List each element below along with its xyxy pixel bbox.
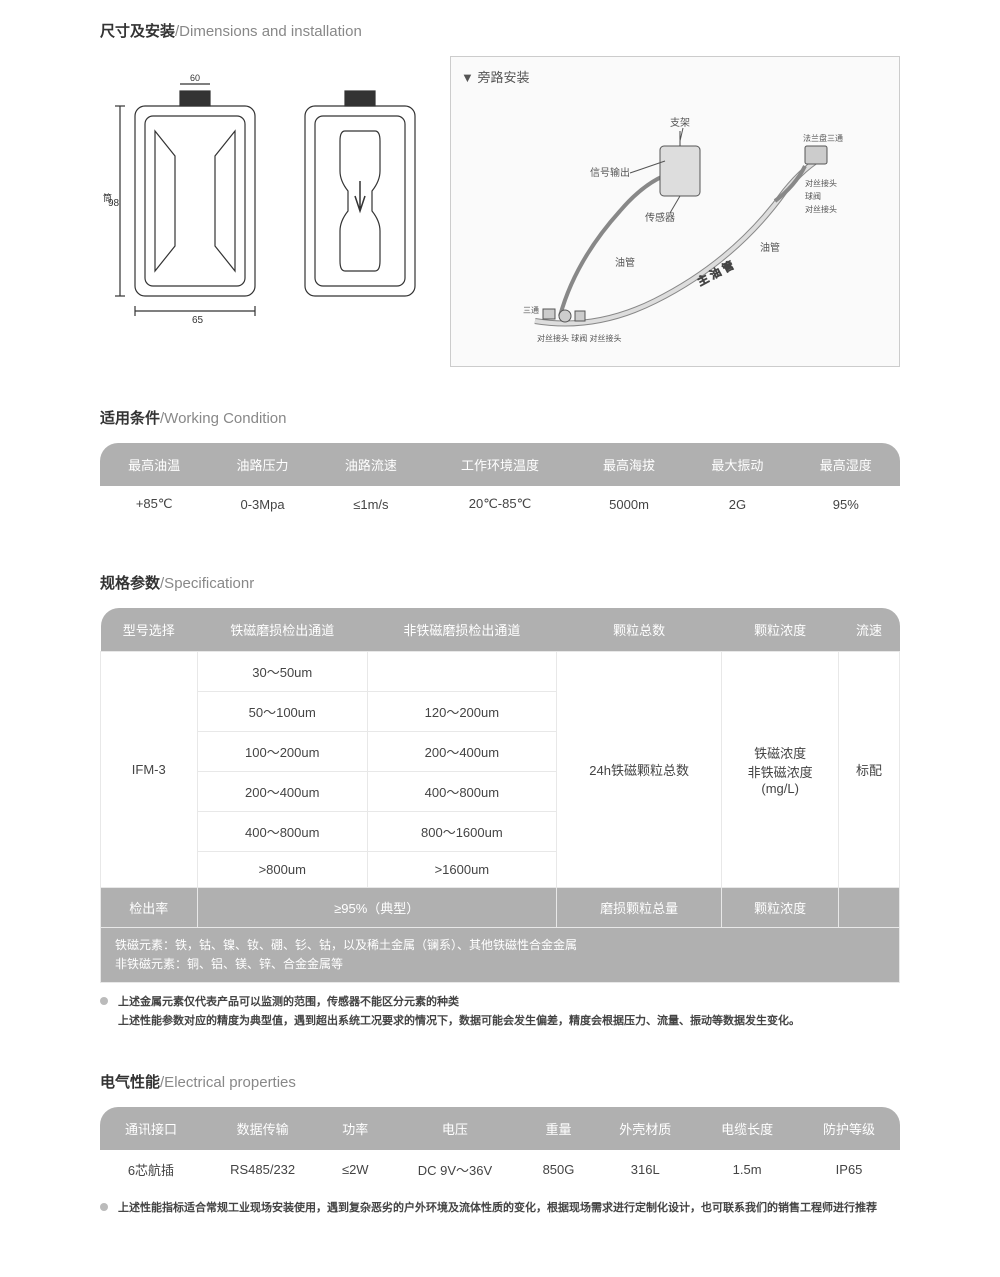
svg-text:60: 60 [190,73,200,83]
rate-label: 检出率 [101,888,198,928]
front-view-diagram: 65 98 筒 60 [100,56,270,326]
electrical-footnote: 上述性能指标适合常规工业现场安装使用，遇到复杂恶劣的户外环境及流体性质的变化，根… [100,1199,900,1218]
table-cell: 800～1600um [367,812,556,852]
svg-text:法兰盘三通: 法兰盘三通 [803,133,843,143]
table-header: 通讯接口 [100,1107,202,1150]
table-cell: 0-3Mpa [208,486,316,522]
table-cell: >800um [197,852,367,888]
section-title-spec: 规格参数/Specificationr [100,572,900,593]
table-header: 功率 [323,1107,387,1150]
table-cell: 24h铁磁颗粒总数 [556,652,722,888]
table-header: 防护等级 [798,1107,900,1150]
svg-text:65: 65 [192,315,204,326]
svg-text:球阀: 球阀 [805,191,821,201]
bullet-icon [100,1203,108,1211]
table-cell: 2G [683,486,791,522]
table-cell: DC 9V～36V [387,1150,522,1189]
table-header: 铁磁磨损检出通道 [197,608,367,652]
table-cell: 120～200um [367,692,556,732]
electrical-table: 通讯接口 数据传输 功率 电压 重量 外壳材质 电缆长度 防护等级 6芯航插 R… [100,1107,900,1189]
install-diagram-box: ▼ 旁路安装 主 油 管 支架 [450,56,900,367]
table-header: 颗粒浓度 [722,608,838,652]
table-cell: 400～800um [197,812,367,852]
table-cell: 20℃-85℃ [425,486,575,522]
title-zh: 尺寸及安装 [100,23,175,40]
diagrams-row: 65 98 筒 60 ▼ 旁路安装 主 油 管 [100,56,900,367]
table-header: 最大振动 [683,443,791,486]
table-header: 重量 [523,1107,595,1150]
install-title: ▼ 旁路安装 [461,67,889,86]
table-header: 油路流速 [317,443,425,486]
svg-text:油管: 油管 [760,241,780,254]
table-cell: 铁磁浓度 非铁磁浓度 (mg/L) [722,652,838,888]
table-header: 最高油温 [100,443,208,486]
table-header: 数据传输 [202,1107,323,1150]
elements-note: 铁磁元素：铁，钴、镍、钕、硼、钐、钴，以及稀土金属（镧系）、其他铁磁性合金金属 … [101,928,900,983]
table-cell: ≤2W [323,1150,387,1189]
table-header: 型号选择 [101,608,198,652]
table-header: 油路压力 [208,443,316,486]
table-cell: 100～200um [197,732,367,772]
table-header: 最高海拔 [575,443,683,486]
table-header: 颗粒总数 [556,608,722,652]
table-header: 流速 [838,608,899,652]
table-cell: IP65 [798,1150,900,1189]
table-cell [367,652,556,692]
svg-text:对丝接头: 对丝接头 [805,204,837,214]
install-diagram: 主 油 管 支架 信号输出 传感器 油 [461,91,889,351]
model-cell: IFM-3 [101,652,198,888]
section-title-electrical: 电气性能/Electrical properties [100,1071,900,1092]
section-title-dimensions: 尺寸及安装/Dimensions and installation [100,20,900,41]
footnote-text: 上述性能指标适合常规工业现场安装使用，遇到复杂恶劣的户外环境及流体性质的变化，根… [118,1199,877,1218]
title-en: /Electrical properties [160,1074,296,1091]
table-cell: 1.5m [696,1150,798,1189]
empty-cell [838,888,899,928]
title-en: /Dimensions and installation [175,23,362,40]
svg-text:信号输出: 信号输出 [590,166,630,179]
table-cell: 400～800um [367,772,556,812]
table-header: 最高湿度 [792,443,900,486]
table-header: 电缆长度 [696,1107,798,1150]
table-cell: 标配 [838,652,899,888]
rate-value: ≥95%（典型） [197,888,556,928]
title-en: /Working Condition [160,410,286,427]
title-zh: 规格参数 [100,575,160,592]
title-zh: 适用条件 [100,410,160,427]
table-cell: 95% [792,486,900,522]
table-cell: RS485/232 [202,1150,323,1189]
svg-text:三通: 三通 [523,305,539,315]
svg-text:对丝接头: 对丝接头 [805,178,837,188]
spec-table: 型号选择 铁磁磨损检出通道 非铁磁磨损检出通道 颗粒总数 颗粒浓度 流速 IFM… [100,608,900,983]
title-en: /Specificationr [160,575,254,592]
table-header: 工作环境温度 [425,443,575,486]
wear-conc: 颗粒浓度 [722,888,838,928]
svg-text:支架: 支架 [670,117,690,129]
table-cell: 30～50um [197,652,367,692]
table-cell: 50～100um [197,692,367,732]
table-cell: 5000m [575,486,683,522]
svg-text:筒: 筒 [103,192,112,203]
bullet-icon [100,997,108,1005]
table-header: 电压 [387,1107,522,1150]
table-header: 非铁磁磨损检出通道 [367,608,556,652]
table-cell: 6芯航插 [100,1150,202,1189]
title-zh: 电气性能 [100,1074,160,1091]
table-cell: 850G [523,1150,595,1189]
wear-total: 磨损颗粒总量 [556,888,722,928]
side-view-diagram [290,56,430,326]
table-cell: >1600um [367,852,556,888]
table-cell: ≤1m/s [317,486,425,522]
table-cell: 200～400um [367,732,556,772]
footnote-text: 上述金属元素仅代表产品可以监测的范围，传感器不能区分元素的种类 上述性能参数对应… [118,993,800,1030]
svg-text:油管: 油管 [615,256,635,269]
spec-footnote: 上述金属元素仅代表产品可以监测的范围，传感器不能区分元素的种类 上述性能参数对应… [100,993,900,1030]
working-condition-table: 最高油温 油路压力 油路流速 工作环境温度 最高海拔 最大振动 最高湿度 +85… [100,443,900,522]
table-cell: +85℃ [100,486,208,522]
table-header: 外壳材质 [594,1107,696,1150]
svg-text:对丝接头 球阀 对丝接头: 对丝接头 球阀 对丝接头 [537,333,621,343]
table-cell: 200～400um [197,772,367,812]
section-title-working: 适用条件/Working Condition [100,407,900,428]
table-cell: 316L [594,1150,696,1189]
